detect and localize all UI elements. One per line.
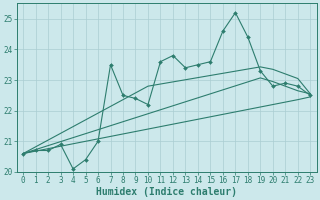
X-axis label: Humidex (Indice chaleur): Humidex (Indice chaleur)	[96, 186, 237, 197]
